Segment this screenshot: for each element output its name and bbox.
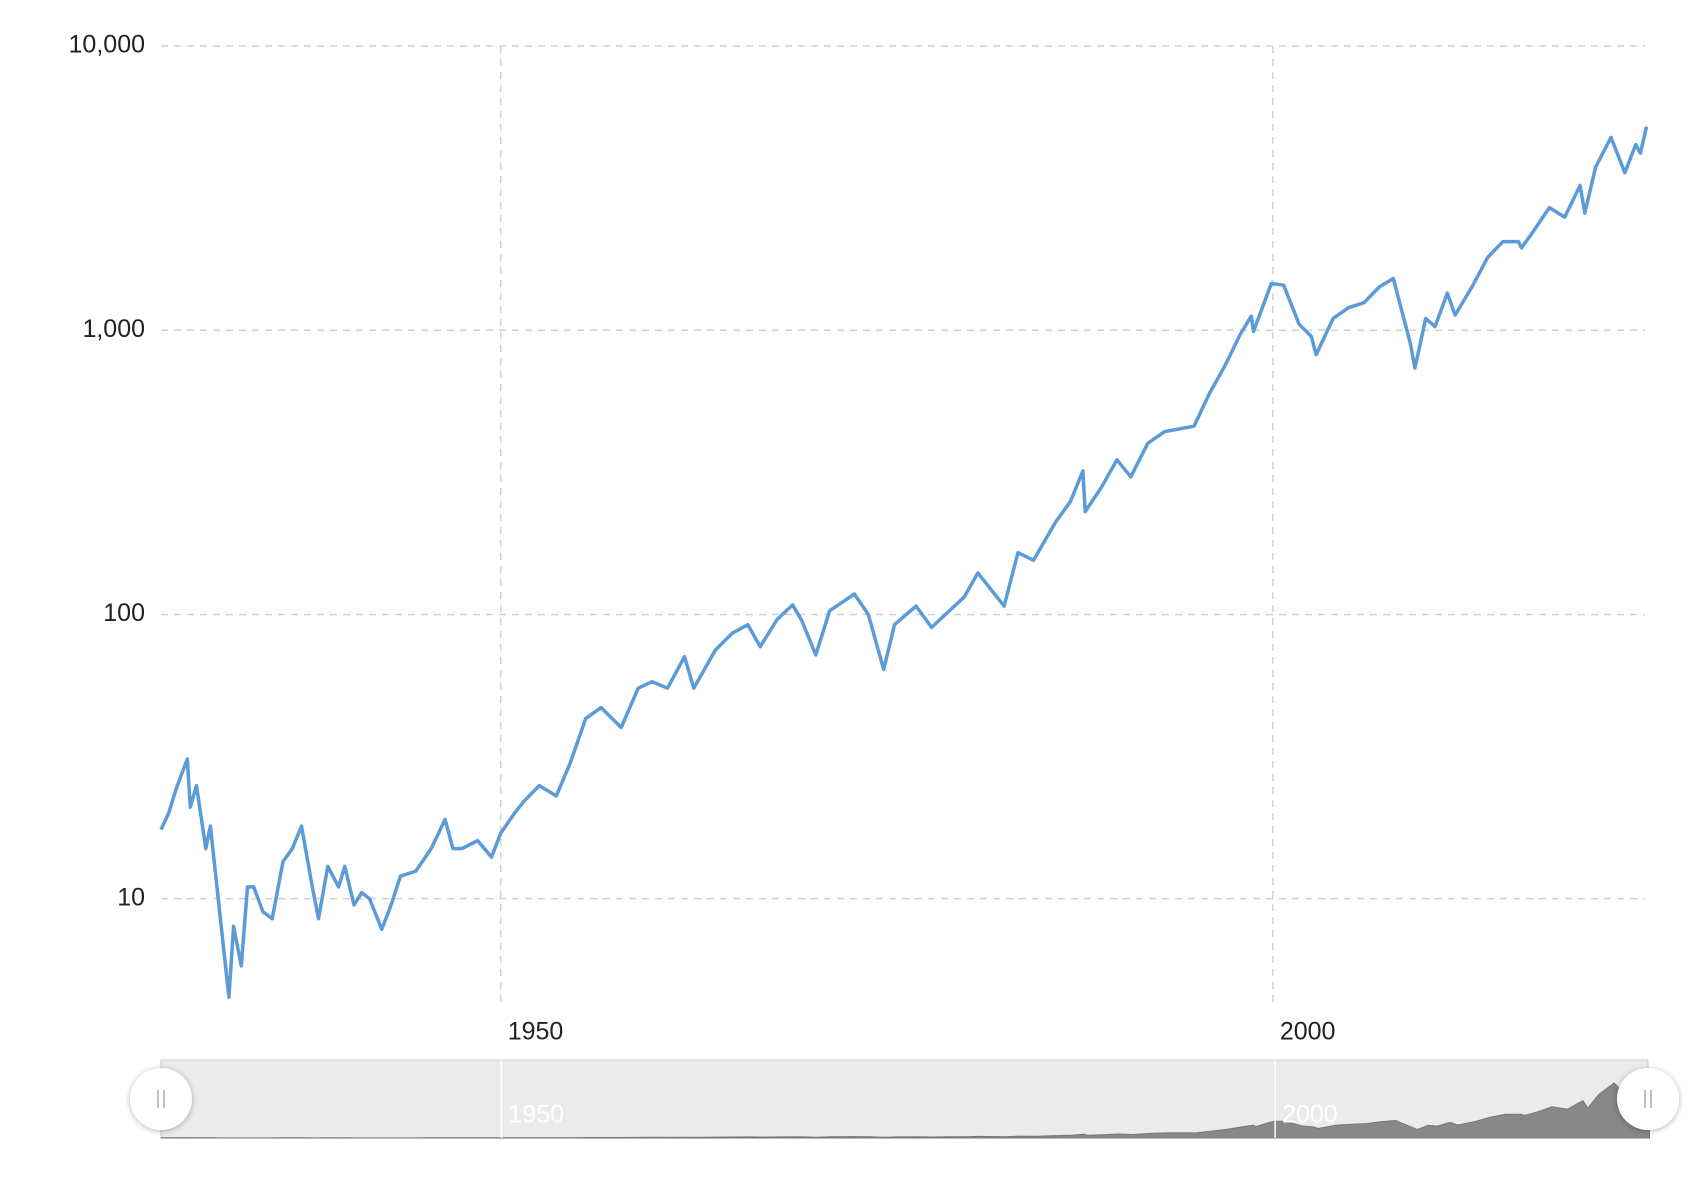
y-tick-label: 10	[117, 883, 145, 911]
y-tick-label: 10,000	[69, 31, 145, 59]
y-tick-label: 1,000	[82, 315, 145, 343]
y-tick-label: 100	[103, 599, 145, 627]
navigator-area	[160, 1077, 1650, 1139]
navigator-handle[interactable]	[1617, 1068, 1679, 1130]
price-line	[159, 126, 1649, 999]
navigator-tick-label: 2000	[1282, 1101, 1338, 1129]
navigator-handle[interactable]	[130, 1068, 192, 1130]
x-tick-label: 1950	[508, 1018, 564, 1046]
navigator-tick-label: 1950	[508, 1101, 564, 1129]
x-tick-label: 2000	[1280, 1018, 1336, 1046]
